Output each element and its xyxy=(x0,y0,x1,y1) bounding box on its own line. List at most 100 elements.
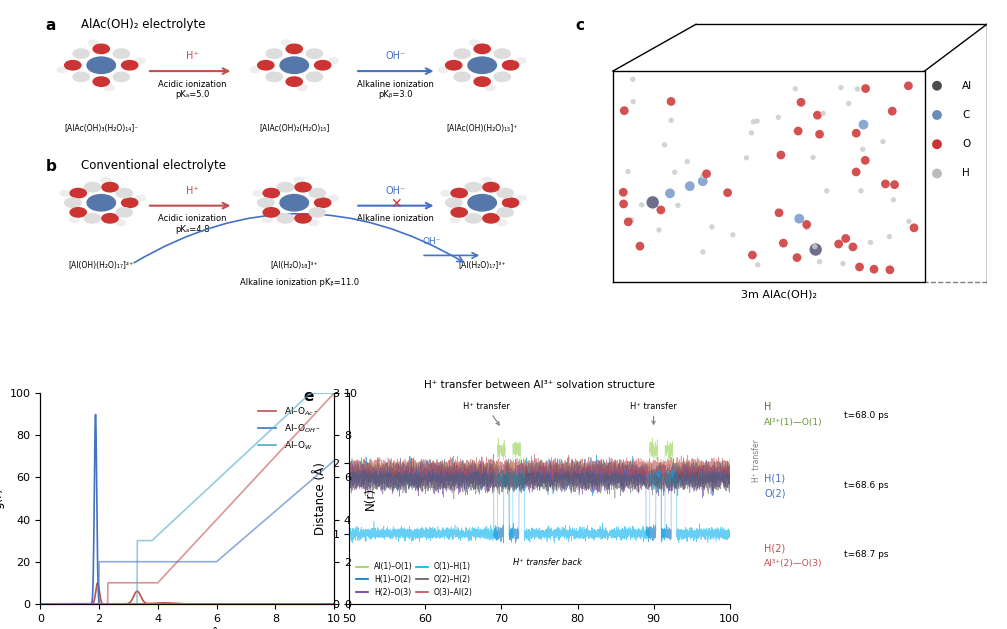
Circle shape xyxy=(101,177,111,183)
Text: OH⁻: OH⁻ xyxy=(386,186,406,196)
H(1)–O(2) xyxy=(510,540,522,547)
Point xyxy=(788,253,805,263)
Al–O$_{OH^-}$ xyxy=(34,600,46,608)
Point xyxy=(857,155,873,165)
Circle shape xyxy=(494,49,511,58)
Circle shape xyxy=(502,198,519,208)
Point xyxy=(853,186,869,196)
Circle shape xyxy=(328,58,338,64)
Circle shape xyxy=(93,77,110,86)
Al–O$_{OH^-}$ xyxy=(264,600,276,608)
Circle shape xyxy=(469,40,479,45)
Point xyxy=(749,116,765,126)
Circle shape xyxy=(517,58,526,64)
Circle shape xyxy=(280,57,308,74)
Legend: Al(1)–O(1), H(1)–O(2), H(2)–O(3), O(1)–H(1), O(2)–H(2), O(3)–Al(2): Al(1)–O(1), H(1)–O(2), H(2)–O(3), O(1)–H… xyxy=(353,559,476,600)
Point xyxy=(664,115,680,125)
Point xyxy=(845,242,861,252)
Point xyxy=(808,245,824,255)
Circle shape xyxy=(85,214,101,223)
Al–O$_{OH^-}$ xyxy=(237,600,249,608)
H(2)–O(3) xyxy=(591,474,603,482)
Line: Al(1)–O(1): Al(1)–O(1) xyxy=(349,438,730,482)
Point xyxy=(744,250,760,260)
Line: O(3)–Al(2): O(3)–Al(2) xyxy=(349,454,730,479)
Circle shape xyxy=(309,220,318,226)
Point xyxy=(657,140,673,150)
Line: Al–O$_{Ac^-}$: Al–O$_{Ac^-}$ xyxy=(40,583,334,604)
Point xyxy=(615,199,631,209)
Circle shape xyxy=(277,182,294,192)
Text: H(1): H(1) xyxy=(764,474,785,484)
Circle shape xyxy=(280,194,308,211)
Al(1)–O(1) xyxy=(413,459,425,467)
O(3)–Al(2) xyxy=(627,460,639,467)
Circle shape xyxy=(116,220,126,226)
Point xyxy=(663,96,679,106)
Circle shape xyxy=(482,182,499,192)
Text: b: b xyxy=(45,159,56,174)
Text: Conventional electrolyte: Conventional electrolyte xyxy=(81,159,226,172)
Line: H(1)–O(2): H(1)–O(2) xyxy=(349,454,730,543)
Al(1)–O(1) xyxy=(571,467,583,475)
Circle shape xyxy=(102,182,118,192)
Point xyxy=(884,106,900,116)
Circle shape xyxy=(446,60,462,70)
Circle shape xyxy=(497,189,514,198)
Point xyxy=(852,262,868,272)
Text: [Al(H₂O)₁₈]³⁺: [Al(H₂O)₁₈]³⁺ xyxy=(271,261,318,270)
Circle shape xyxy=(281,40,291,45)
Circle shape xyxy=(451,208,467,217)
Text: [AlAc(OH)(H₂O)₁₅]⁺: [AlAc(OH)(H₂O)₁₅]⁺ xyxy=(446,124,518,133)
O(2)–H(2) xyxy=(657,481,669,488)
Text: H⁺ transfer back: H⁺ transfer back xyxy=(513,558,582,567)
O(3)–Al(2) xyxy=(571,461,583,469)
Circle shape xyxy=(494,72,511,82)
Text: C: C xyxy=(962,110,970,120)
Circle shape xyxy=(102,214,118,223)
Text: H⁺: H⁺ xyxy=(186,186,199,196)
O(2)–H(2) xyxy=(382,459,394,467)
Point xyxy=(772,150,788,160)
Al–O$_W$ xyxy=(269,600,281,608)
H(1)–O(2) xyxy=(657,526,669,533)
H(2)–O(3) xyxy=(571,477,583,484)
Point xyxy=(799,223,815,233)
Point xyxy=(725,230,741,240)
Point xyxy=(807,242,823,252)
Circle shape xyxy=(306,49,322,58)
Text: t=68.0 ps: t=68.0 ps xyxy=(844,411,888,420)
Point xyxy=(624,74,640,84)
Circle shape xyxy=(314,60,331,70)
H(2)–O(3) xyxy=(627,473,639,481)
Al–O$_{Ac^-}$ xyxy=(269,600,281,608)
Circle shape xyxy=(263,189,279,198)
Text: c: c xyxy=(575,18,584,33)
Al(1)–O(1) xyxy=(627,470,639,477)
Circle shape xyxy=(446,198,462,208)
Al–O$_{OH^-}$ xyxy=(328,600,340,608)
Circle shape xyxy=(450,217,460,223)
Text: [Al(H₂O)₁₇]³⁺: [Al(H₂O)₁₇]³⁺ xyxy=(458,261,506,270)
Point xyxy=(750,260,766,270)
Point xyxy=(812,129,828,139)
H(2)–O(3) xyxy=(488,466,500,474)
Al–O$_{OH^-}$ xyxy=(269,600,281,608)
O(1)–H(1) xyxy=(488,528,500,536)
Point xyxy=(793,97,809,108)
Circle shape xyxy=(482,214,499,223)
Circle shape xyxy=(454,72,470,82)
Point xyxy=(775,238,792,248)
Circle shape xyxy=(294,177,304,183)
Point xyxy=(841,99,857,109)
Point xyxy=(928,81,945,91)
Point xyxy=(679,157,695,167)
O(3)–Al(2) xyxy=(488,458,500,465)
Al–O$_{Ac^-}$ xyxy=(34,600,46,608)
O(3)–Al(2) xyxy=(413,464,425,471)
Circle shape xyxy=(309,208,325,217)
Circle shape xyxy=(474,77,490,86)
Point xyxy=(770,113,786,123)
Circle shape xyxy=(87,57,116,74)
Text: H⁺ transfer: H⁺ transfer xyxy=(630,402,677,425)
